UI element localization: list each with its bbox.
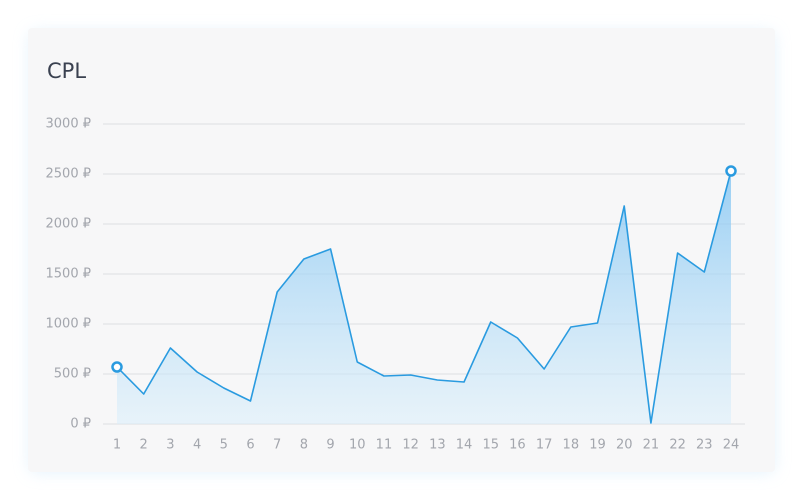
x-tick-label: 5 bbox=[220, 438, 228, 453]
x-tick-label: 19 bbox=[589, 438, 606, 453]
x-tick-label: 8 bbox=[300, 438, 308, 453]
end-marker bbox=[111, 361, 123, 373]
x-tick-label: 4 bbox=[193, 438, 201, 453]
x-tick-label: 7 bbox=[273, 438, 281, 453]
x-tick-label: 24 bbox=[723, 438, 740, 453]
x-tick-label: 3 bbox=[166, 438, 174, 453]
y-tick-label: 1000 ₽ bbox=[46, 317, 92, 332]
x-tick-label: 23 bbox=[696, 438, 713, 453]
area bbox=[117, 171, 731, 424]
y-tick-label: 2000 ₽ bbox=[46, 217, 92, 232]
x-tick-label: 20 bbox=[616, 438, 633, 453]
x-tick-label: 1 bbox=[113, 438, 121, 453]
x-tick-label: 2 bbox=[140, 438, 148, 453]
x-tick-label: 16 bbox=[509, 438, 526, 453]
x-tick-label: 22 bbox=[669, 438, 686, 453]
x-tick-label: 18 bbox=[563, 438, 580, 453]
chart-title: CPL bbox=[47, 59, 86, 83]
x-tick-label: 9 bbox=[326, 438, 334, 453]
x-tick-label: 6 bbox=[246, 438, 254, 453]
line bbox=[116, 170, 732, 424]
x-tick-label: 12 bbox=[402, 438, 419, 453]
x-tick-label: 17 bbox=[536, 438, 553, 453]
x-tick-label: 10 bbox=[349, 438, 366, 453]
x-tick-label: 13 bbox=[429, 438, 446, 453]
x-tick-label: 21 bbox=[643, 438, 660, 453]
y-tick-label: 0 ₽ bbox=[70, 417, 91, 432]
y-tick-label: 2500 ₽ bbox=[46, 167, 92, 182]
y-tick-label: 500 ₽ bbox=[54, 367, 91, 382]
x-tick-label: 15 bbox=[482, 438, 499, 453]
end-marker bbox=[725, 165, 737, 177]
x-tick-label: 14 bbox=[456, 438, 473, 453]
y-tick-label: 1500 ₽ bbox=[46, 267, 92, 282]
y-tick-label: 3000 ₽ bbox=[46, 117, 92, 132]
x-tick-label: 11 bbox=[376, 438, 393, 453]
